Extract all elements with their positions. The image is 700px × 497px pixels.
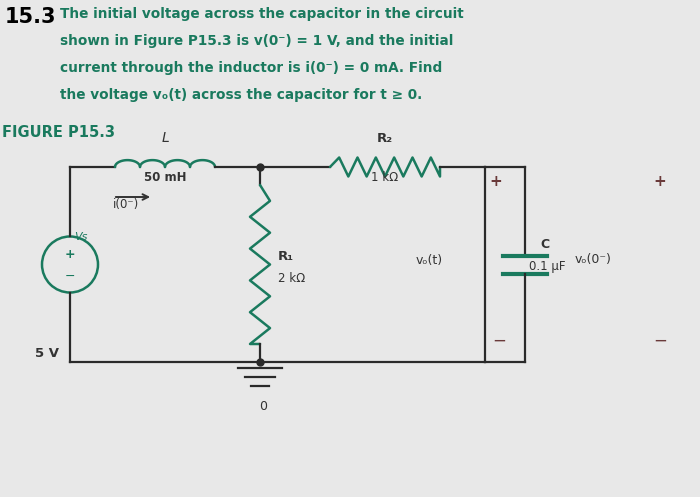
Text: 0.1 μF: 0.1 μF	[529, 260, 566, 273]
Text: FIGURE P15.3: FIGURE P15.3	[2, 125, 115, 140]
Text: −: −	[64, 270, 76, 283]
Text: shown in Figure P15.3 is v(0⁻) = 1 V, and the initial: shown in Figure P15.3 is v(0⁻) = 1 V, an…	[60, 34, 454, 48]
Text: the voltage vₒ(t) across the capacitor for t ≥ 0.: the voltage vₒ(t) across the capacitor f…	[60, 88, 422, 102]
Text: The initial voltage across the capacitor in the circuit: The initial voltage across the capacitor…	[60, 7, 463, 21]
Text: R₂: R₂	[377, 132, 393, 145]
Text: C: C	[540, 238, 549, 250]
Text: −: −	[492, 332, 506, 350]
Text: 50 mH: 50 mH	[144, 171, 186, 184]
Text: −: −	[653, 332, 667, 350]
Text: R₁: R₁	[278, 250, 294, 263]
Text: 15.3: 15.3	[5, 7, 57, 27]
Text: 1 kΩ: 1 kΩ	[372, 171, 398, 184]
Text: 5 V: 5 V	[35, 347, 59, 360]
Text: +: +	[489, 174, 502, 189]
Text: Vs: Vs	[74, 233, 88, 243]
Text: i(0⁻): i(0⁻)	[113, 198, 139, 211]
Text: vₒ(t): vₒ(t)	[416, 254, 443, 267]
Text: +: +	[64, 248, 76, 261]
Text: L: L	[161, 131, 169, 145]
Text: vₒ(0⁻): vₒ(0⁻)	[575, 253, 612, 266]
Text: 0: 0	[259, 400, 267, 413]
Text: current through the inductor is i(0⁻) = 0 mA. Find: current through the inductor is i(0⁻) = …	[60, 61, 442, 75]
Text: +: +	[654, 174, 666, 189]
Text: 2 kΩ: 2 kΩ	[278, 272, 305, 285]
